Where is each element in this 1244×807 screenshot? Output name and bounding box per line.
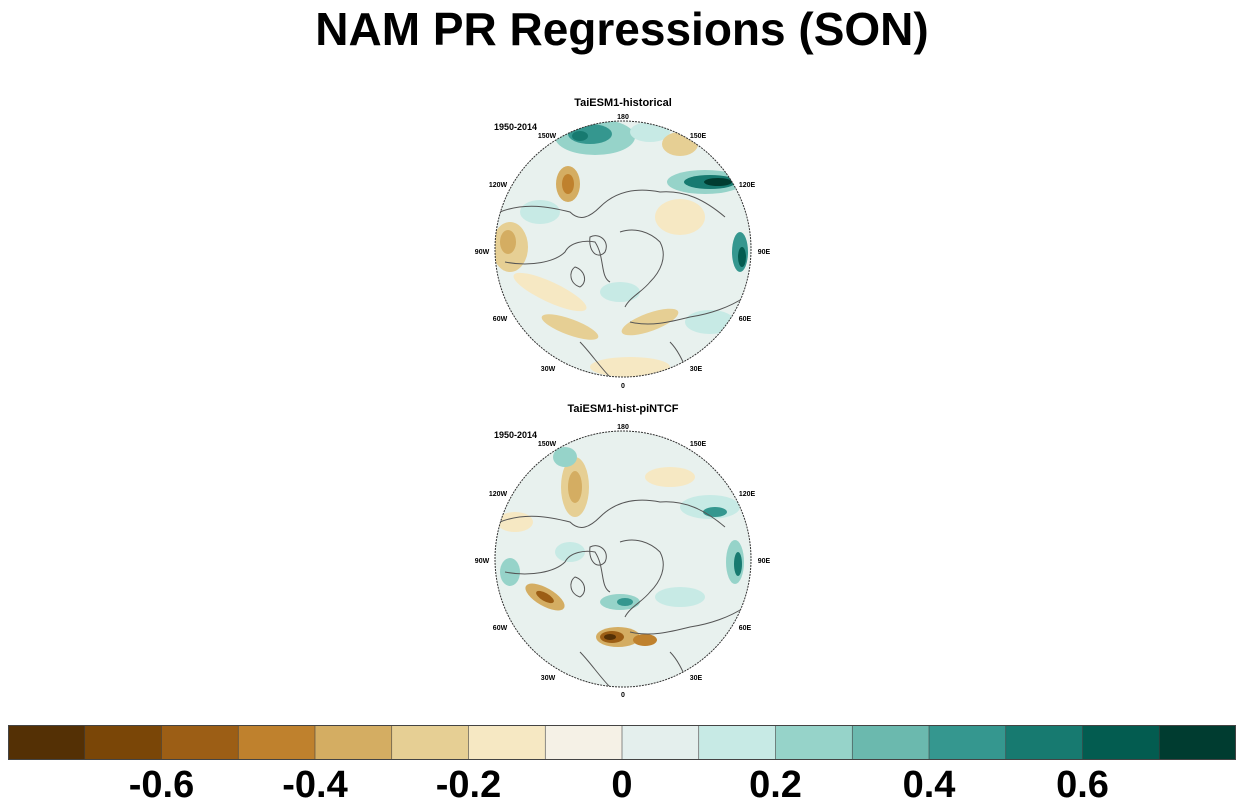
lon-label: 120W bbox=[489, 491, 508, 498]
lon-label: 180 bbox=[617, 114, 629, 121]
lon-label: 0 bbox=[621, 383, 625, 390]
lon-label: 150E bbox=[690, 133, 707, 140]
colorbar-border bbox=[8, 725, 1236, 760]
colorbar-swatch bbox=[8, 725, 86, 760]
colorbar-swatch bbox=[775, 725, 853, 760]
period-label: 1950-2014 bbox=[494, 430, 537, 440]
lon-label: 120W bbox=[489, 182, 508, 189]
colorbar-swatch bbox=[698, 725, 776, 760]
lon-label: 120E bbox=[739, 182, 756, 189]
colorbar-swatch bbox=[468, 725, 546, 760]
figure-title: NAM PR Regressions (SON) bbox=[315, 3, 929, 55]
lon-label: 30W bbox=[541, 675, 556, 682]
lon-label: 90E bbox=[758, 558, 771, 565]
colorbar-swatch bbox=[852, 725, 930, 760]
coastlines bbox=[499, 499, 746, 687]
colorbar-tick-label: -0.2 bbox=[435, 764, 502, 806]
colorbar-swatch bbox=[545, 725, 623, 760]
precip-field bbox=[495, 431, 751, 687]
lon-label: 120E bbox=[739, 491, 756, 498]
colorbar-swatch bbox=[84, 725, 162, 760]
colorbar-tick-label: 0.6 bbox=[1056, 764, 1109, 806]
lon-label: 60E bbox=[739, 625, 752, 632]
colorbar-swatch bbox=[622, 725, 700, 760]
period-label: 1950-2014 bbox=[494, 122, 537, 132]
colorbar-tick-label: 0.2 bbox=[749, 764, 802, 806]
colorbar-tick-label: 0 bbox=[611, 764, 633, 806]
lon-label: 90W bbox=[475, 558, 490, 565]
lon-label: 30W bbox=[541, 366, 556, 373]
lon-label: 90E bbox=[758, 249, 771, 256]
lon-label: 30E bbox=[690, 366, 703, 373]
panel-title: TaiESM1-hist-piNTCF bbox=[567, 403, 678, 415]
polar-map-historical: TaiESM1-historical 1950-2014 bbox=[475, 97, 771, 390]
lon-label: 150W bbox=[538, 441, 557, 448]
lon-label: 60E bbox=[739, 316, 752, 323]
colorbar-swatch bbox=[315, 725, 393, 760]
precip-field bbox=[495, 121, 751, 377]
colorbar-swatch bbox=[161, 725, 239, 760]
colorbar-swatch bbox=[238, 725, 316, 760]
coastlines bbox=[499, 189, 746, 377]
colorbar-swatch bbox=[929, 725, 1007, 760]
lon-label: 60W bbox=[493, 625, 508, 632]
colorbar-tick-label: -0.6 bbox=[128, 764, 195, 806]
map-panel-historical: TaiESM1-historical 1950-2014 bbox=[470, 92, 780, 397]
colorbar bbox=[8, 725, 1236, 760]
lon-label: 0 bbox=[621, 692, 625, 699]
colorbar-swatch bbox=[391, 725, 469, 760]
lon-label: 150E bbox=[690, 441, 707, 448]
colorbar-tick-label: 0.4 bbox=[902, 764, 956, 806]
lon-label: 90W bbox=[475, 249, 490, 256]
lon-label: 150W bbox=[538, 133, 557, 140]
lon-label: 30E bbox=[690, 675, 703, 682]
colorbar-swatch bbox=[1005, 725, 1083, 760]
colorbar-swatch bbox=[1159, 725, 1236, 760]
panel-title: TaiESM1-historical bbox=[574, 97, 672, 109]
colorbar-swatch bbox=[1082, 725, 1160, 760]
map-boundary bbox=[494, 430, 752, 688]
lon-label: 180 bbox=[617, 424, 629, 431]
lon-label: 60W bbox=[493, 316, 508, 323]
map-boundary bbox=[494, 120, 752, 378]
polar-map-hist-pintcf: TaiESM1-hist-piNTCF 1950-2014 bbox=[475, 403, 771, 699]
map-panel-hist-pintcf: TaiESM1-hist-piNTCF 1950-2014 bbox=[470, 402, 780, 707]
colorbar-tick-label: -0.4 bbox=[282, 764, 348, 806]
